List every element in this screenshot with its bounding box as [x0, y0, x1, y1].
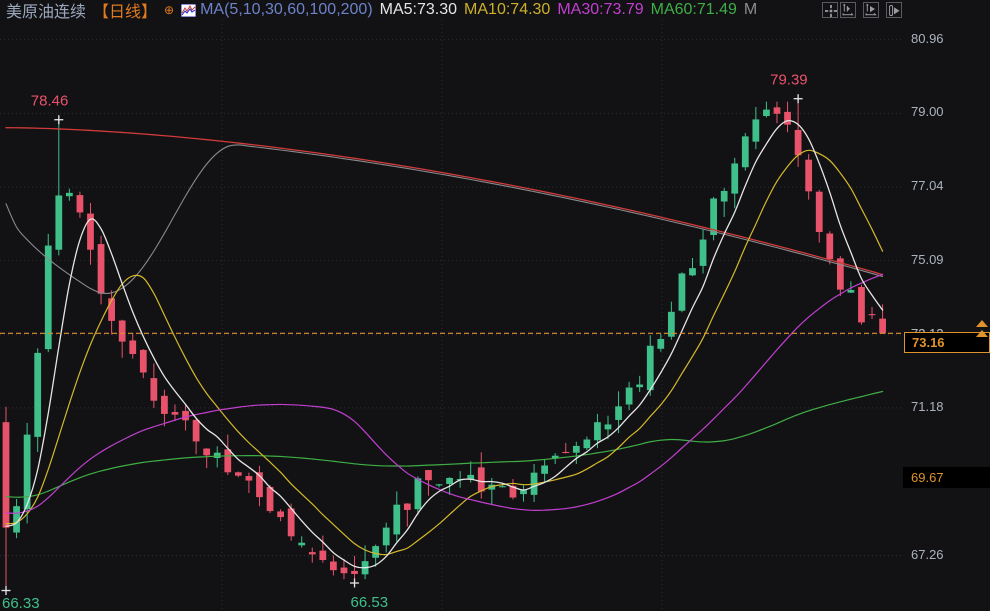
svg-text:66.53: 66.53 — [351, 594, 389, 611]
svg-text:78.46: 78.46 — [31, 93, 69, 110]
svg-text:79.39: 79.39 — [770, 72, 808, 89]
svg-text:66.33: 66.33 — [2, 595, 40, 611]
